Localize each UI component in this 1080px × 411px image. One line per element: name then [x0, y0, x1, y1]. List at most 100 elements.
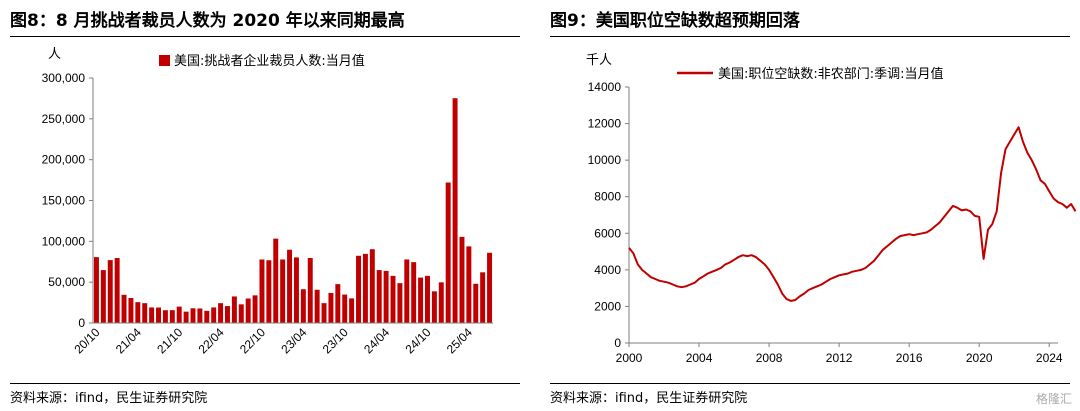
bar [238, 304, 244, 323]
bar [480, 272, 486, 323]
bar [93, 257, 99, 323]
y-tick-label: 150,000 [42, 194, 86, 208]
bar-series [93, 98, 493, 323]
bar [142, 303, 148, 323]
y-tick-label: 100,000 [42, 234, 86, 248]
bar [107, 260, 113, 323]
series-line [628, 126, 1077, 302]
bar [204, 310, 210, 323]
y-tick-label: 4000 [594, 263, 621, 277]
x-tick-label: 21/04 [113, 325, 144, 356]
bar [231, 296, 237, 323]
y-tick-label: 2000 [594, 299, 621, 313]
bar [452, 98, 458, 323]
bar [349, 298, 355, 323]
x-axis: 20/10 21/04 21/10 22/04 22/10 23/04 23/10 24/04… [71, 322, 493, 356]
y-tick-label: 10000 [588, 153, 622, 167]
bar [156, 307, 161, 323]
title-divider [550, 36, 1070, 37]
bar [190, 308, 196, 323]
x-tick-label: 25/04 [444, 325, 475, 356]
bar [293, 257, 299, 323]
bar [411, 262, 417, 323]
y-tick-label: 50,000 [48, 275, 85, 289]
bar [300, 289, 306, 323]
bar [445, 182, 451, 323]
bar [397, 283, 403, 323]
x-tick-label: 23/10 [320, 325, 351, 356]
y-axis-unit: 人 [48, 47, 61, 62]
bar [121, 294, 127, 323]
bar [225, 306, 230, 323]
bar [162, 310, 168, 323]
bar [342, 294, 348, 323]
bar-chart-svg: 人 美国:挑战者企业裁员人数:当月值 0 50,000 100,000 150,000… [42, 47, 493, 356]
x-tick-label: 22/10 [237, 325, 268, 356]
bar [280, 259, 286, 323]
bar [431, 291, 437, 323]
x-tick-label: 2020 [966, 351, 993, 365]
y-tick-label: 14000 [588, 80, 622, 94]
bar [183, 311, 189, 323]
y-axis: 0 2000 4000 6000 8000 10000 12000 14000 [588, 80, 630, 350]
bar [149, 307, 155, 323]
bar [273, 238, 279, 323]
bar [218, 303, 224, 323]
title-divider [10, 36, 520, 37]
x-tick-label: 22/04 [196, 325, 227, 356]
bar [114, 258, 120, 323]
bar [266, 260, 272, 323]
x-tick-label: 2012 [826, 351, 853, 365]
y-tick-label: 0 [614, 336, 621, 350]
y-tick-label: 8000 [594, 190, 621, 204]
x-tick-label: 2016 [896, 351, 923, 365]
bar [418, 277, 424, 323]
bar [252, 295, 258, 323]
chart-title: 图9：美国职位空缺数超预期回落 [550, 11, 800, 31]
x-tick-label: 2008 [756, 351, 783, 365]
bar [100, 270, 106, 323]
bar [307, 258, 313, 323]
bar [128, 298, 134, 323]
legend-label: 美国:职位空缺数:非农部门:季调:当月值 [718, 66, 944, 82]
bar [314, 289, 320, 323]
bar [287, 249, 293, 323]
line-chart-svg: 千人 美国:职位空缺数:非农部门:季调:当月值 0200040006000800… [586, 53, 1077, 365]
x-tick-label: 2004 [686, 351, 713, 365]
bar [438, 282, 444, 323]
bar [245, 298, 251, 323]
bar [390, 275, 396, 323]
x-tick-label: 2024 [1036, 351, 1063, 365]
source-note: 资料来源：ifind，民生证券研究院 [10, 391, 208, 406]
bar [211, 307, 217, 323]
x-axis: 2000 2004 2008 2012 2016 2020 2024 [616, 342, 1063, 365]
x-tick-label: 23/04 [278, 325, 309, 356]
legend-swatch [159, 55, 170, 66]
source-divider [550, 383, 1070, 384]
bar [356, 255, 361, 323]
x-tick-label: 21/10 [154, 325, 185, 356]
x-tick-label: 24/10 [402, 325, 433, 356]
y-axis: 0 50,000 100,000 150,000 200,000 250,000 300,0… [42, 71, 94, 330]
bar [259, 259, 265, 323]
bar [459, 236, 465, 323]
bar [404, 259, 410, 323]
watermark-logo: 格隆汇 [1035, 392, 1072, 406]
layoffs-chart-panel: 图8：8 月挑战者裁员人数为 2020 年以来同期最高 人 美国:挑战者企业裁员… [0, 0, 530, 411]
bar [376, 270, 382, 323]
legend-label: 美国:挑战者企业裁员人数:当月值 [174, 53, 365, 69]
bar [425, 275, 430, 323]
source-note: 资料来源：ifind，民生证券研究院 [550, 391, 748, 406]
bar [321, 303, 327, 323]
bar [369, 249, 375, 323]
x-tick-label: 20/10 [71, 325, 102, 356]
bar [473, 283, 479, 323]
bar [335, 284, 341, 323]
bar [362, 253, 368, 323]
bar [176, 306, 182, 323]
bar [197, 308, 203, 323]
bar [466, 246, 472, 323]
y-tick-label: 12000 [588, 117, 622, 131]
y-tick-label: 200,000 [42, 153, 86, 167]
bar [135, 302, 141, 323]
